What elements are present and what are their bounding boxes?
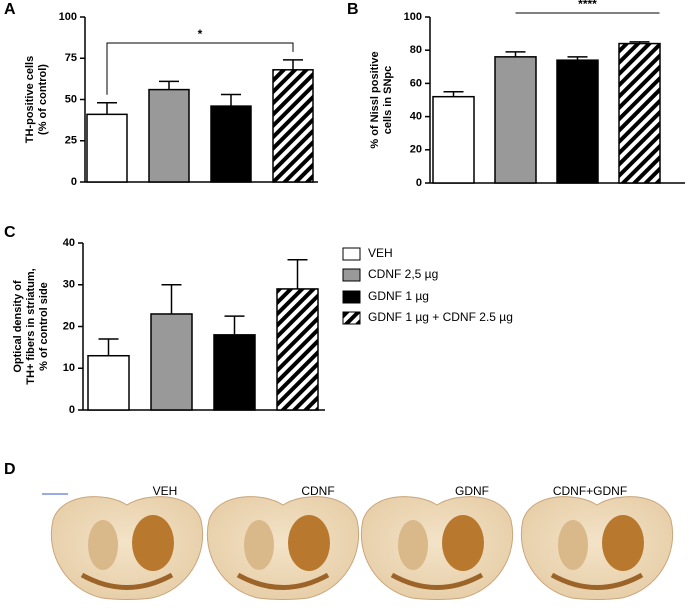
significance-label: *	[198, 27, 203, 41]
ventral-region	[390, 572, 484, 590]
y-axis-label: TH-positive cells	[24, 56, 36, 143]
striatum-intact	[288, 515, 330, 571]
legend: VEH CDNF 2,5 µg GDNF 1 µg GDNF 1 µg + CDNF …	[342, 246, 513, 325]
striatum-intact	[602, 515, 644, 571]
y-tick-label: 0	[71, 176, 77, 188]
legend-swatch	[342, 311, 361, 325]
y-tick-label: 100	[404, 11, 422, 23]
bar	[87, 354, 130, 411]
image-label: VEH	[153, 484, 178, 498]
striatum-lesioned	[244, 520, 274, 570]
image-label: CDNF+GDNF	[553, 484, 627, 498]
y-axis-label: (% of control)	[37, 64, 49, 135]
y-tick-label: 40	[63, 237, 75, 249]
y-axis-label: Optical density of	[12, 280, 24, 373]
chart: C Optical density of TH+ fibers in striatu…	[4, 224, 325, 416]
y-tick-label: 100	[59, 11, 77, 23]
image-label: CDNF	[301, 484, 334, 498]
y-tick-label: 50	[65, 93, 77, 105]
legend-label: VEH	[368, 246, 393, 260]
y-axis-label: TH+ fibers in striatum,	[25, 268, 37, 384]
striatum-lesioned	[88, 520, 118, 570]
panel-letter: A	[4, 1, 16, 18]
bar	[556, 59, 599, 184]
legend-label: GDNF 1 µg + CDNF 2.5 µg	[368, 310, 513, 324]
brain-section	[361, 496, 513, 600]
chart: A TH-positive cells (% of control) 0 25 50 75 1…	[4, 1, 318, 188]
bar	[148, 88, 190, 183]
y-tick-label: 20	[410, 144, 422, 156]
ventral-region	[550, 572, 644, 590]
panel-letter: B	[347, 1, 359, 18]
panel-letter: C	[4, 224, 16, 241]
legend-swatch	[342, 290, 361, 304]
legend-swatch	[342, 268, 361, 282]
y-tick-label: 25	[65, 135, 77, 147]
y-tick-label: 75	[65, 52, 77, 64]
panel-d: D VEH CDNF GDNF CDNF+GDNF	[4, 461, 673, 600]
y-tick-label: 40	[410, 111, 422, 123]
bar	[86, 113, 128, 183]
y-axis-label: % of control side	[38, 282, 50, 371]
legend-label: GDNF 1 µg	[368, 289, 429, 303]
bar	[210, 105, 252, 183]
striatum-lesioned	[398, 520, 428, 570]
image-label: GDNF	[455, 484, 489, 498]
y-tick-label: 30	[63, 279, 75, 291]
y-axis-label: % of Nissl positive	[369, 51, 381, 148]
y-tick-label: 80	[410, 44, 422, 56]
bar	[272, 69, 314, 183]
ventral-region	[236, 572, 330, 590]
y-tick-label: 10	[63, 362, 75, 374]
bar	[276, 288, 319, 411]
y-tick-label: 20	[63, 320, 75, 332]
bar	[150, 313, 193, 411]
brain-section	[521, 496, 673, 600]
bar	[494, 56, 537, 184]
panel-letter: D	[4, 461, 16, 478]
y-axis-label: cells in SNpc	[382, 66, 394, 134]
y-tick-label: 60	[410, 77, 422, 89]
significance-bracket	[106, 42, 294, 95]
striatum-intact	[132, 515, 174, 571]
striatum-lesioned	[558, 520, 588, 570]
ventral-region	[80, 572, 174, 590]
brain-section	[51, 496, 203, 600]
striatum-intact	[442, 515, 484, 571]
bar	[432, 95, 475, 184]
y-tick-label: 0	[69, 404, 75, 416]
bar	[213, 334, 256, 411]
chart: B % of Nissl positive cells in SNpc 0 20 40 60…	[347, 0, 685, 189]
y-tick-label: 0	[416, 177, 422, 189]
legend-label: CDNF 2,5 µg	[368, 267, 438, 281]
bar	[618, 42, 661, 184]
legend-swatch	[342, 247, 361, 261]
brain-section	[207, 496, 359, 600]
significance-label: ****	[578, 0, 597, 11]
